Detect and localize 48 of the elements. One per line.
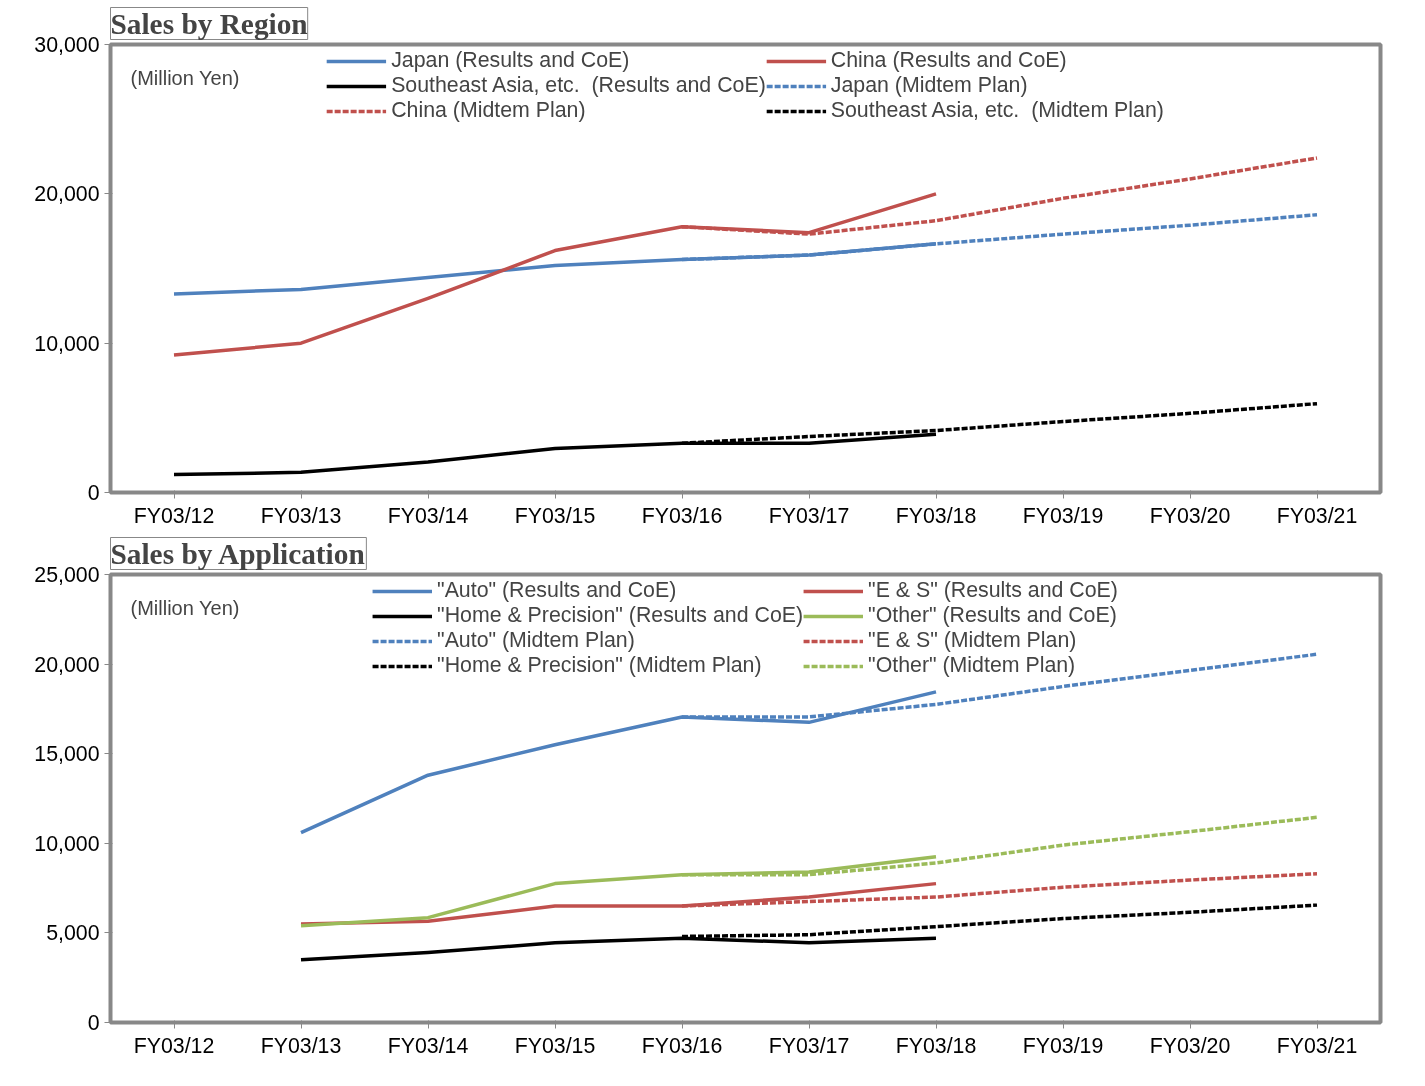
x-tick-label: FY03/15 xyxy=(514,503,596,528)
legend-label: "Home & Precision" (Results and CoE) xyxy=(437,603,804,628)
x-tick-label: FY03/12 xyxy=(133,1033,215,1058)
y-tick-label: 10,000 xyxy=(34,331,100,356)
legend-label: "E & S" (Midtem Plan) xyxy=(868,628,1077,653)
legend-label: Japan (Midtem Plan) xyxy=(830,73,1028,98)
x-tick-label: FY03/14 xyxy=(387,1033,469,1058)
legend-label: "E & S" (Results and CoE) xyxy=(868,578,1118,603)
annotation: (Million Yen) xyxy=(130,597,240,620)
chart-title: Sales by Region xyxy=(110,7,308,40)
x-tick-label: FY03/21 xyxy=(1276,1033,1358,1058)
x-tick-label: FY03/14 xyxy=(387,503,469,528)
x-tick-label: FY03/19 xyxy=(1022,503,1104,528)
y-tick-label: 10,000 xyxy=(34,831,100,856)
legend-label: "Other" (Midtem Plan) xyxy=(868,653,1076,678)
legend-label: "Other" (Results and CoE) xyxy=(868,603,1117,628)
x-tick-label: FY03/17 xyxy=(768,503,850,528)
x-tick-label: FY03/16 xyxy=(641,503,723,528)
y-tick-label: 0 xyxy=(87,1011,100,1035)
legend-label: China (Midtem Plan) xyxy=(391,98,586,123)
legend-label: Southeast Asia, etc. (Results and CoE) xyxy=(391,73,766,98)
y-tick-label: 20,000 xyxy=(34,182,100,207)
legend-label: "Home & Precision" (Midtem Plan) xyxy=(437,653,762,678)
x-tick-label: FY03/13 xyxy=(260,1033,342,1058)
y-tick-label: 25,000 xyxy=(34,563,100,587)
x-tick-label: FY03/18 xyxy=(895,1033,977,1058)
x-tick-label: FY03/16 xyxy=(641,1033,723,1058)
chart-title: Sales by Application xyxy=(110,537,365,570)
y-tick-label: 15,000 xyxy=(34,742,100,767)
y-tick-label: 0 xyxy=(87,481,100,505)
x-tick-label: FY03/18 xyxy=(895,503,977,528)
y-tick-label: 20,000 xyxy=(34,652,100,677)
legend-label: Japan (Results and CoE) xyxy=(391,48,630,73)
annotation: (Million Yen) xyxy=(130,67,240,90)
x-tick-label: FY03/21 xyxy=(1276,503,1358,528)
x-tick-label: FY03/20 xyxy=(1149,1033,1231,1058)
x-tick-label: FY03/19 xyxy=(1022,1033,1104,1058)
legend-label: Southeast Asia, etc. (Midtem Plan) xyxy=(830,98,1164,123)
y-tick-label: 30,000 xyxy=(34,33,100,57)
y-tick-label: 5,000 xyxy=(46,921,100,946)
x-tick-label: FY03/17 xyxy=(768,1033,850,1058)
legend-label: "Auto" (Midtem Plan) xyxy=(437,628,635,653)
x-tick-label: FY03/12 xyxy=(133,503,215,528)
x-tick-label: FY03/13 xyxy=(260,503,342,528)
x-tick-label: FY03/20 xyxy=(1149,503,1231,528)
legend-label: China (Results and CoE) xyxy=(830,48,1067,73)
x-tick-label: FY03/15 xyxy=(514,1033,596,1058)
legend-label: "Auto" (Results and CoE) xyxy=(437,578,677,603)
